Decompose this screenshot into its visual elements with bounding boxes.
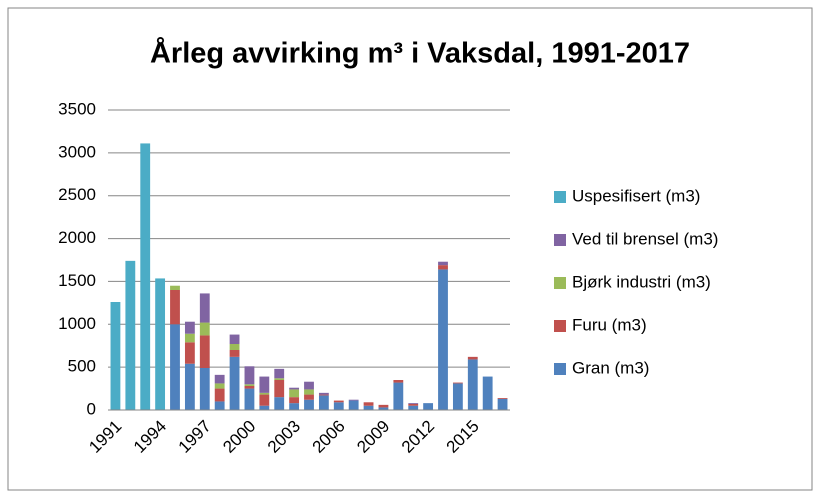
legend-swatch [554,277,566,289]
bar-segment [229,344,240,350]
bar-segment [304,389,314,395]
bar-segment [318,394,329,396]
bar-segment [244,388,255,410]
bar-segment [110,302,121,410]
bar-segment [214,401,225,410]
bar-segment [184,342,195,364]
bar-segment [348,399,359,401]
bar-segment [184,333,195,343]
bar-segment [438,265,448,270]
chart-title: Årleg avvirking m³ i Vaksdal, 1991-2017 [150,37,690,70]
bar-segment [214,374,225,384]
bar-segment [348,400,359,410]
bar-segment [244,386,255,389]
bar-segment [199,368,210,410]
bar-segment [199,335,210,368]
legend-swatch [554,191,566,203]
legend-label: Uspesifisert (m3) [572,186,700,205]
bar-segment [378,404,389,408]
bar-segment [289,397,300,404]
y-tick-label: 500 [68,357,96,376]
bar-segment [199,293,210,323]
bar-segment [363,405,374,410]
bar-segment [184,363,195,410]
bar-segment [155,278,166,410]
bar-segment [304,399,314,410]
bar-segment [214,388,225,402]
y-tick-label: 0 [87,399,96,418]
bar-segment [438,261,448,266]
legend-label: Ved til brensel (m3) [572,229,718,248]
bar-segment [333,400,344,403]
bar-segment [170,324,180,410]
bar-segment [140,143,151,410]
bar-segment [363,402,374,406]
bar-segment [259,376,270,393]
bar-segment [408,403,419,404]
bar-segment [423,403,434,410]
y-tick-label: 3000 [58,142,96,161]
bar-segment [229,334,240,344]
bar-segment [408,405,419,410]
bar-segment [318,392,329,395]
bar-segment [497,398,508,399]
bar-segment [333,402,344,410]
chart-border [7,7,813,491]
bar-segment [170,290,180,325]
bar-segment [229,350,240,357]
legend-label: Bjørk industri (m3) [572,272,711,291]
bar-segment [184,321,195,334]
bar-segment [244,384,255,386]
bar-segment [274,368,285,379]
bar-segment [393,382,404,410]
bar-segment [482,376,493,410]
bar-segment [229,356,240,410]
bar-segment [304,381,314,390]
bar-segment [467,359,478,410]
bar-segment [452,383,463,410]
bar-segment [259,405,270,410]
legend-swatch [554,320,566,332]
bar-segment [274,378,285,380]
legend-label: Gran (m3) [572,358,649,377]
bar-segment [497,398,508,410]
legend-swatch [554,234,566,246]
bar-segment [452,382,463,384]
bar-segment [378,407,389,410]
bar-segment [274,380,285,398]
bar-segment [467,356,478,360]
bar-segment [259,394,270,406]
bar-segment [244,366,255,385]
bar-segment [199,322,210,336]
y-tick-label: 3500 [58,99,96,118]
y-tick-label: 2000 [58,228,96,247]
bar-segment [318,395,329,410]
bar-segment [125,260,136,410]
bar-segment [289,389,300,398]
legend-label: Furu (m3) [572,315,647,334]
y-tick-label: 2500 [58,185,96,204]
bar-segment [304,394,314,400]
legend-swatch [554,363,566,375]
bar-segment [393,380,404,383]
y-tick-label: 1500 [58,271,96,290]
y-tick-label: 1000 [58,314,96,333]
bar-segment [214,383,225,389]
bar-segment [438,269,448,410]
bar-segment [289,403,300,410]
bar-segment [408,404,419,406]
bar-segment [289,387,300,390]
bar-segment [259,392,270,395]
bar-segment [170,285,180,290]
bar-segment [274,397,285,410]
